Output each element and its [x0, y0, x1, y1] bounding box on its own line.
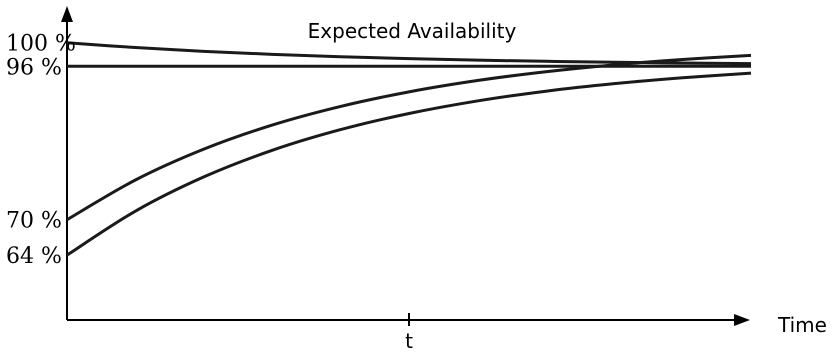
- x-axis: [67, 314, 750, 326]
- x-tick-label-1: t: [405, 329, 413, 353]
- chart-title: Expected Availability: [308, 19, 517, 43]
- x-axis-arrow-icon: [734, 314, 750, 326]
- y-tick-labels: 100 %96 % 70 % 64 %: [6, 32, 76, 269]
- series-line-4: [66, 71, 752, 257]
- y-axis: [61, 6, 73, 320]
- series-layer: [66, 41, 752, 257]
- x-axis-label: Time: [777, 313, 827, 337]
- y-tick-label-3: 70 %: [6, 209, 62, 234]
- y-tick-label-4: 64 %: [6, 244, 62, 269]
- y-tick-label-2: 96 %: [6, 55, 62, 80]
- series-line-3: [66, 53, 752, 221]
- x-tick-labels: t: [405, 313, 413, 353]
- y-tick-label-1: 100 %: [6, 32, 76, 57]
- y-axis-arrow-icon: [61, 6, 73, 22]
